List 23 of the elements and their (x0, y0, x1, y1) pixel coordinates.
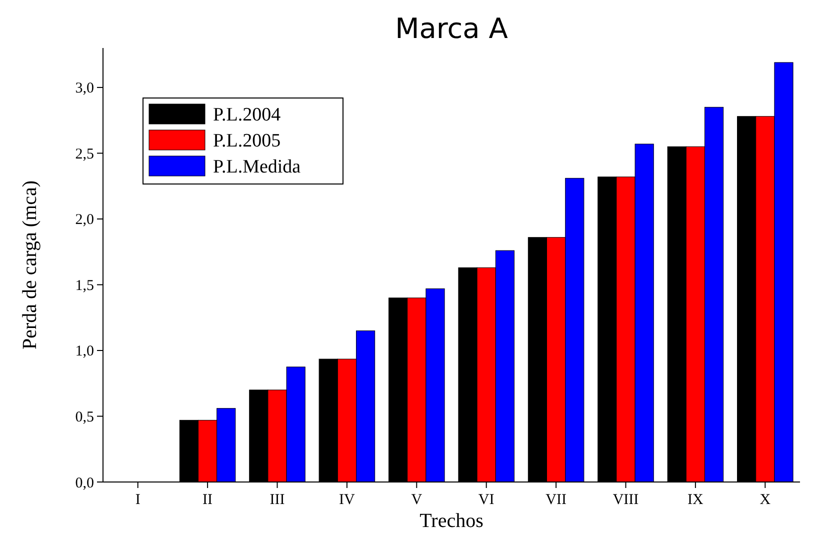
y-tick-label: 1,5 (75, 278, 94, 294)
chart-title: Marca A (395, 12, 508, 45)
x-tick-label: II (202, 492, 213, 508)
y-tick-label: 3,0 (75, 80, 94, 97)
x-axis-title: Trechos (420, 510, 484, 532)
x-tick-label: V (411, 492, 422, 508)
x-tick-label: IX (688, 492, 704, 508)
x-tick-label: VI (478, 492, 494, 508)
legend-label: P.L.Medida (213, 156, 302, 178)
x-tick-label: VIII (612, 492, 639, 508)
x-tick-label: IV (339, 492, 356, 508)
y-tick-label: 2,0 (75, 212, 94, 228)
y-axis-title: Perda de carga (mca) (19, 180, 41, 350)
x-tick-label: III (270, 492, 285, 508)
legend-label: P.L.2005 (213, 130, 281, 152)
x-tick-label: X (760, 492, 771, 508)
x-tick-label: VII (546, 492, 566, 508)
y-tick-label: 0,0 (75, 475, 94, 492)
y-tick-label: 1,0 (75, 344, 94, 360)
y-tick-label: 2,5 (75, 146, 94, 162)
legend-label: P.L.2004 (213, 104, 282, 126)
y-tick-label: 0,5 (75, 409, 94, 426)
x-tick-label: I (135, 492, 140, 508)
